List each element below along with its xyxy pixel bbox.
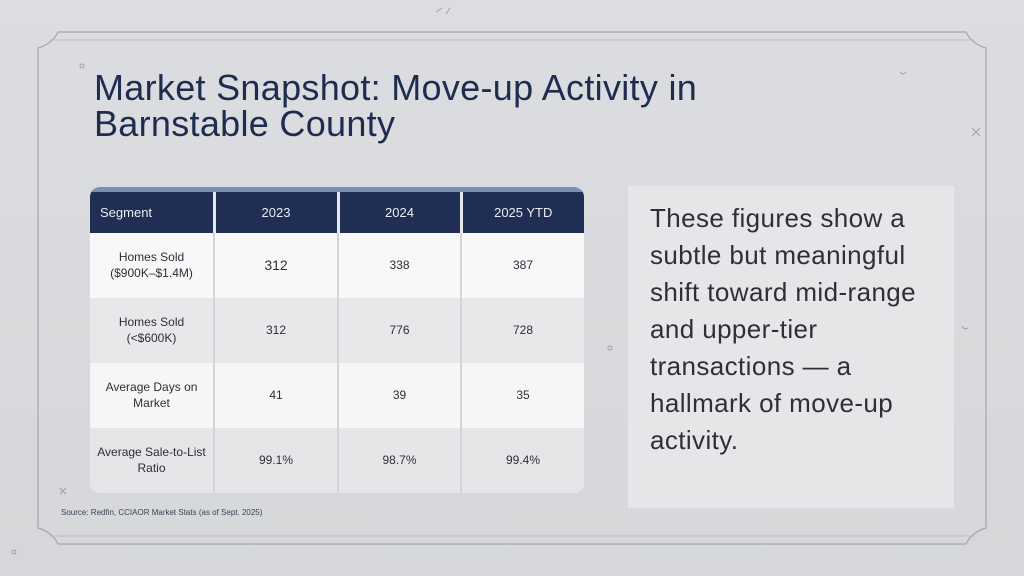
row-label: Homes Sold ($900K–$1.4M) — [90, 232, 215, 298]
note-text: These figures show a subtle but meaningf… — [650, 203, 917, 455]
cell-value: 338 — [338, 232, 462, 298]
table-row: Average Sale-to-List Ratio 99.1% 98.7% 9… — [90, 427, 584, 493]
cell-value: 99.4% — [461, 427, 584, 493]
row-label: Average Days on Market — [90, 362, 215, 428]
cell-value: 776 — [338, 297, 462, 363]
cell-value: 99.1% — [214, 427, 339, 493]
row-label: Homes Sold (<$600K) — [90, 297, 215, 363]
cell-value: 98.7% — [338, 427, 462, 493]
cell-value: 39 — [338, 362, 462, 428]
source-citation: Source: Redfin, CCIAOR Market Stats (as … — [61, 508, 263, 517]
cell-value: 387 — [461, 232, 584, 298]
note-panel — [628, 186, 954, 508]
cell-value: 312 — [214, 297, 339, 363]
table-row: Average Days on Market 41 39 35 — [90, 362, 584, 428]
table-row: Homes Sold (<$600K) 312 776 728 — [90, 297, 584, 363]
cell-value: 35 — [461, 362, 584, 428]
header-segment: Segment — [90, 187, 216, 233]
header-2025-ytd: 2025 YTD — [461, 187, 584, 233]
header-2023: 2023 — [214, 187, 340, 233]
cell-value: 41 — [214, 362, 339, 428]
market-stats-table: Segment 2023 2024 2025 YTD Homes Sold ($… — [90, 187, 584, 493]
cell-value: 728 — [461, 297, 584, 363]
cell-value: 312 — [214, 232, 339, 298]
page-title: Market Snapshot: Move-up Activity in Bar… — [94, 67, 698, 144]
row-label: Average Sale-to-List Ratio — [90, 427, 215, 493]
header-2024: 2024 — [338, 187, 463, 233]
table-header-row: Segment 2023 2024 2025 YTD — [90, 187, 584, 233]
table-row: Homes Sold ($900K–$1.4M) 312 338 387 — [90, 232, 584, 298]
